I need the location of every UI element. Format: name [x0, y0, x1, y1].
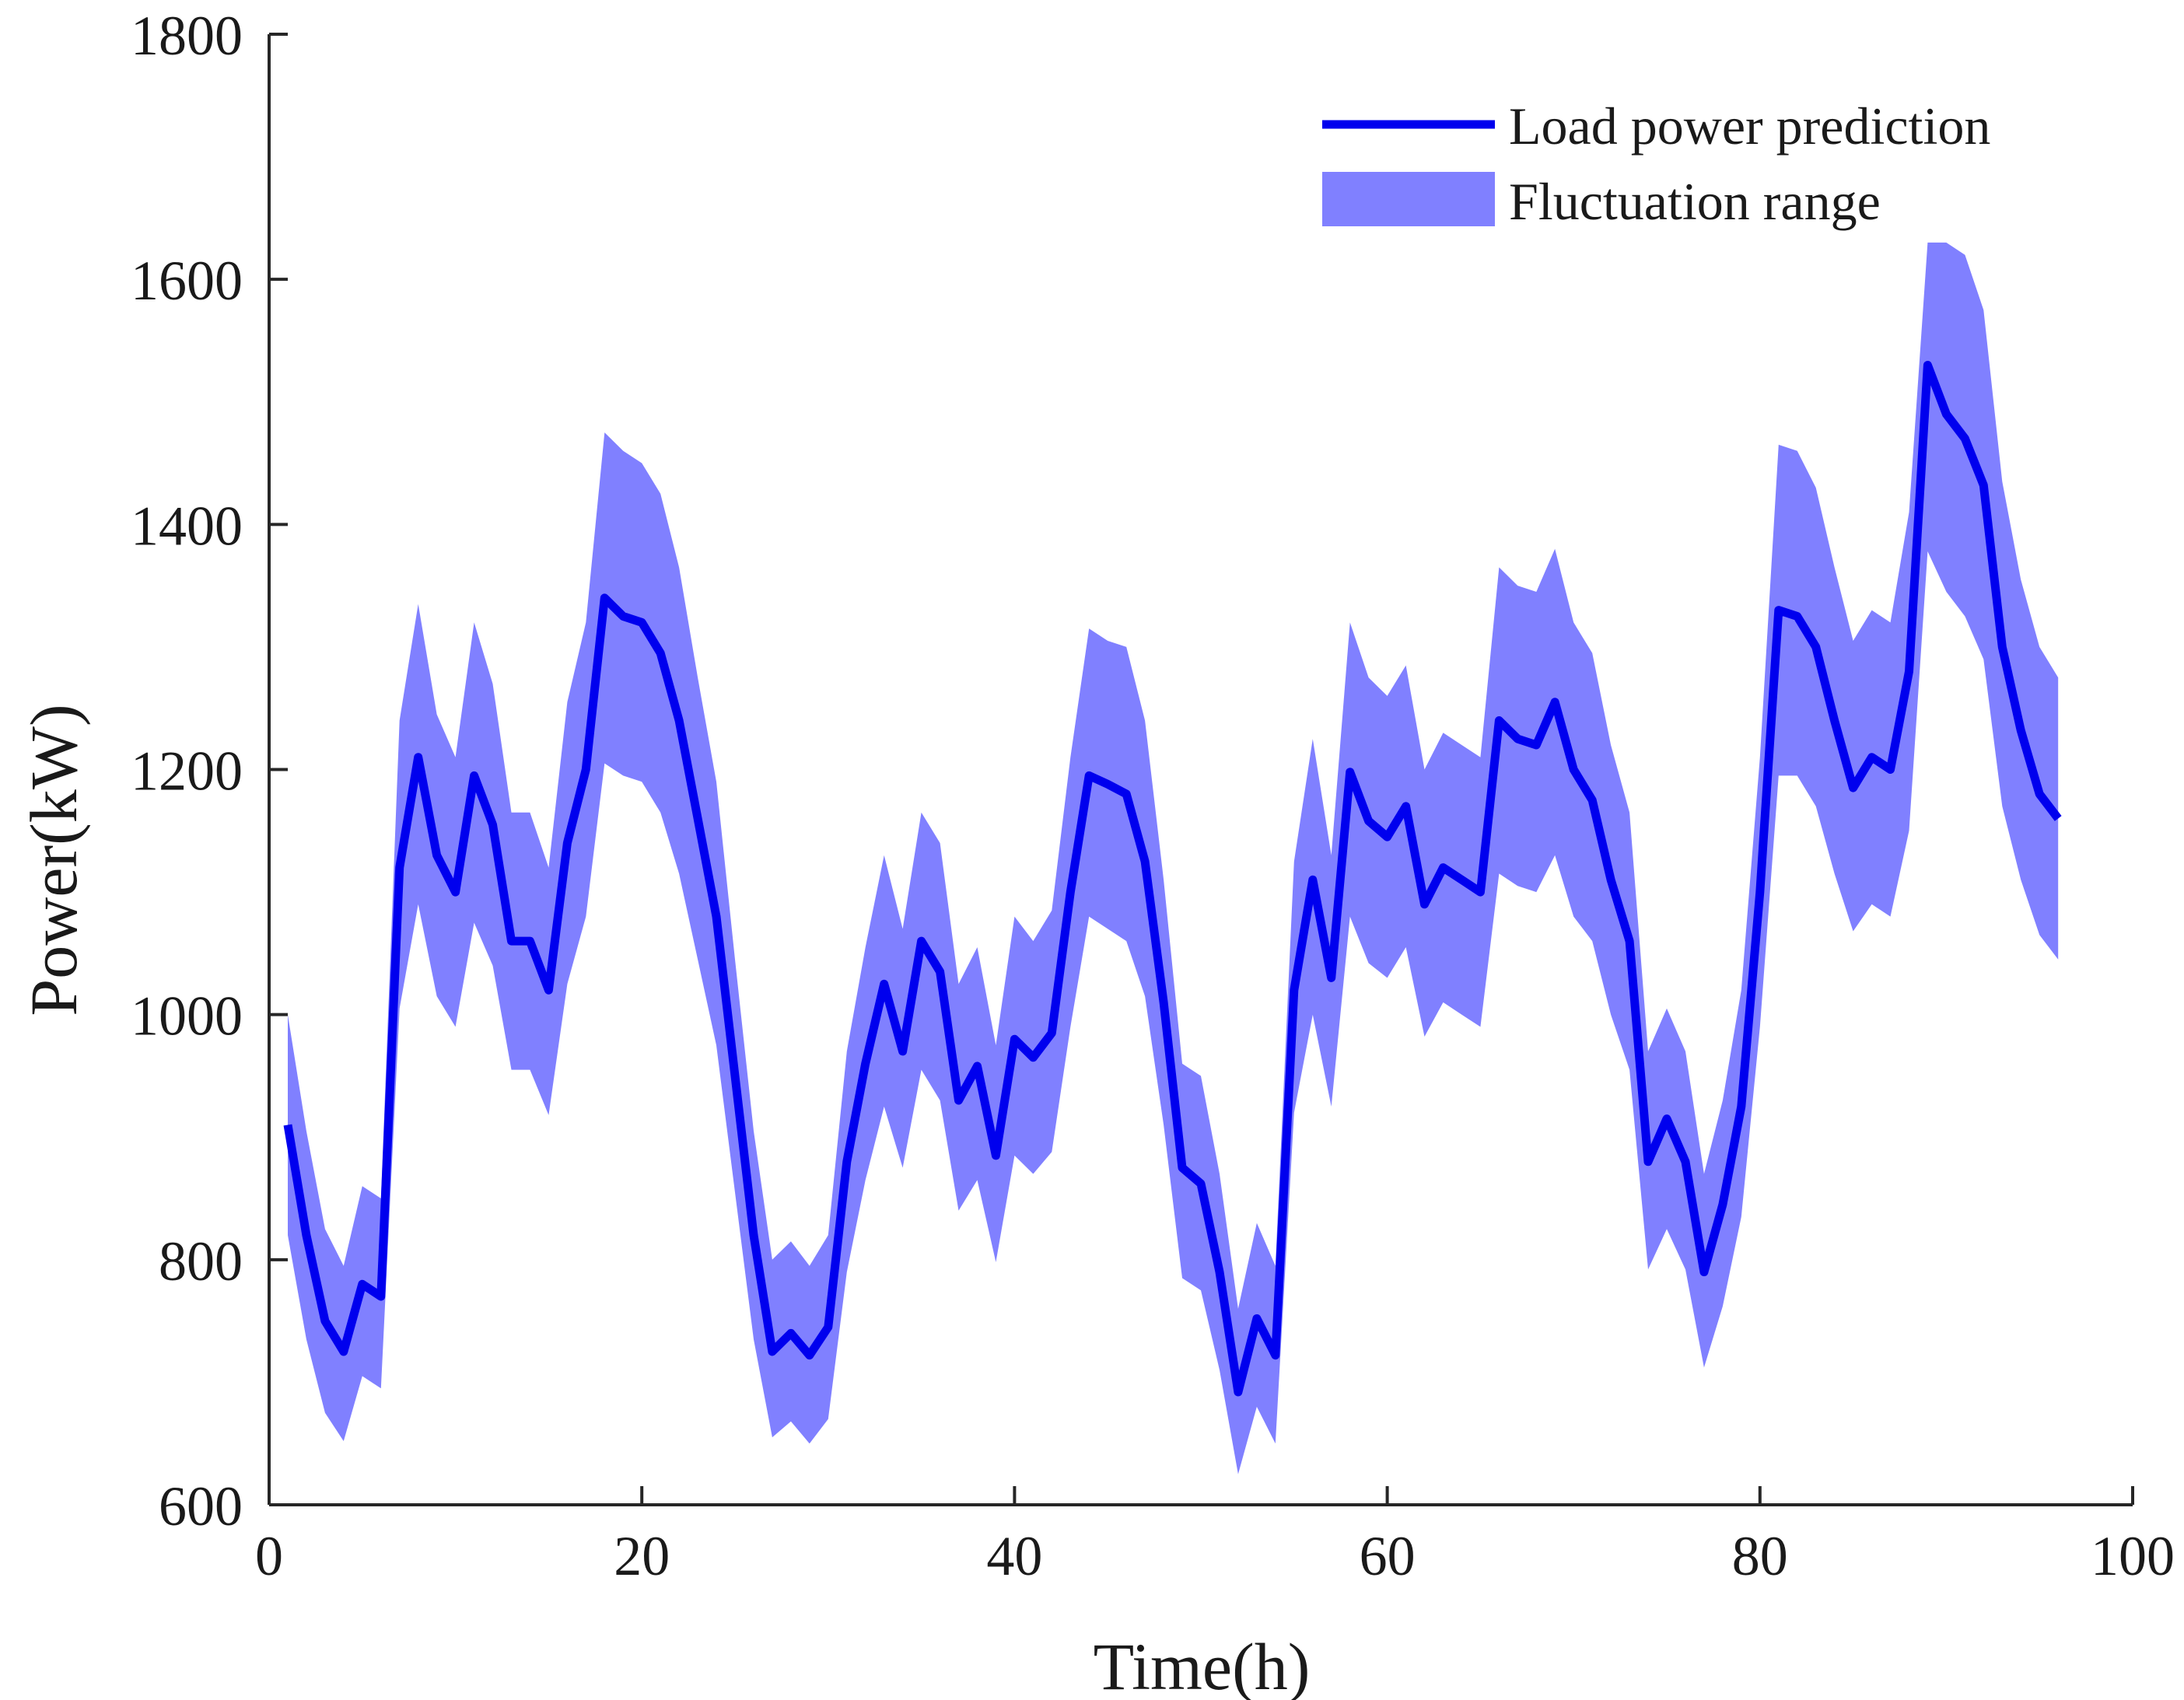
legend-band-swatch — [1322, 172, 1495, 226]
y-tick-label: 1400 — [131, 495, 243, 557]
y-tick-label: 800 — [159, 1230, 243, 1292]
legend-label-fluctuation: Fluctuation range — [1509, 172, 1881, 231]
load-power-prediction-line — [283, 361, 2062, 1397]
legend-label-prediction: Load power prediction — [1509, 96, 1990, 156]
x-tick-label: 20 — [614, 1525, 670, 1587]
y-tick-label: 1000 — [131, 985, 243, 1048]
x-axis-label: Time(h) — [1094, 1629, 1311, 1700]
y-tick-label: 600 — [159, 1475, 243, 1537]
x-tick-label: 40 — [986, 1525, 1042, 1587]
axes: 0 20 40 60 80 100 600 800 1000 1200 1400 1600 1800 — [131, 5, 2175, 1587]
x-tick-label: 100 — [2091, 1525, 2175, 1587]
y-axis-label: Power(kW) — [16, 704, 91, 1016]
y-tick-label: 1200 — [131, 740, 243, 803]
y-tick-label: 1600 — [131, 250, 243, 312]
plot-area — [283, 242, 2062, 1474]
x-tick-label: 0 — [255, 1525, 283, 1587]
fluctuation-range-band — [288, 242, 2059, 1474]
x-tick-label: 60 — [1360, 1525, 1416, 1587]
y-tick-label: 1800 — [131, 5, 243, 67]
legend: Load power prediction Fluctuation range — [1322, 96, 1990, 231]
x-tick-label: 80 — [1732, 1525, 1788, 1587]
